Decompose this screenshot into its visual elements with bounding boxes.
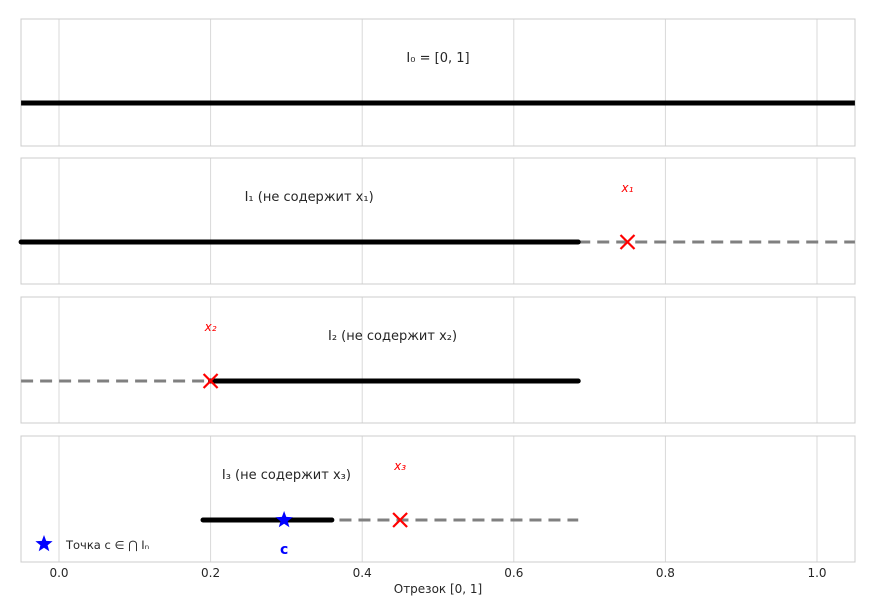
panel-2: I₂ (не содержит x₂) x₂: [20, 296, 856, 424]
legend-label: Точка c ∈ ⋂ Iₙ: [65, 538, 149, 552]
x-tick-label: 0.4: [353, 566, 372, 580]
excluded-point-marker-icon: [619, 234, 636, 250]
legend: Точка c ∈ ⋂ Iₙ: [35, 535, 149, 552]
x-tick-label: 0.6: [504, 566, 523, 580]
panel-1: I₁ (не содержит x₁) x₁: [18, 157, 856, 285]
excluded-point-label: x₁: [621, 181, 634, 195]
excluded-point-marker-icon: [392, 512, 408, 528]
x-tick-label: 0.0: [49, 566, 68, 580]
panel-0: I₀ = [0, 1]: [20, 18, 856, 147]
point-c-label: c: [280, 542, 288, 558]
panel-frame: [20, 157, 856, 285]
x-tick-label: 1.0: [807, 566, 826, 580]
panel-frame: [20, 435, 856, 563]
panel-title: I₂ (не содержит x₂): [328, 329, 457, 344]
excluded-point-label: x₂: [204, 320, 217, 334]
panel-title: I₃ (не содержит x₃): [222, 468, 351, 483]
panel-title: I₀ = [0, 1]: [406, 51, 469, 66]
excluded-point-label: x₃: [393, 459, 406, 473]
point-c-star-icon: [275, 511, 293, 528]
x-axis: 0.0 0.2 0.4 0.6 0.8 1.0: [49, 566, 826, 580]
panel-frame: [20, 296, 856, 424]
x-tick-label: 0.8: [656, 566, 675, 580]
x-axis-label: Отрезок [0, 1]: [394, 582, 482, 596]
panel-title: I₁ (не содержит x₁): [245, 190, 374, 205]
excluded-point-marker-icon: [202, 373, 219, 389]
panel-3: I₃ (не содержит x₃) x₃ c Точка c ∈ ⋂ Iₙ: [20, 435, 856, 563]
x-tick-label: 0.2: [201, 566, 220, 580]
legend-star-icon: [35, 535, 53, 552]
panel-frame: [20, 18, 856, 147]
